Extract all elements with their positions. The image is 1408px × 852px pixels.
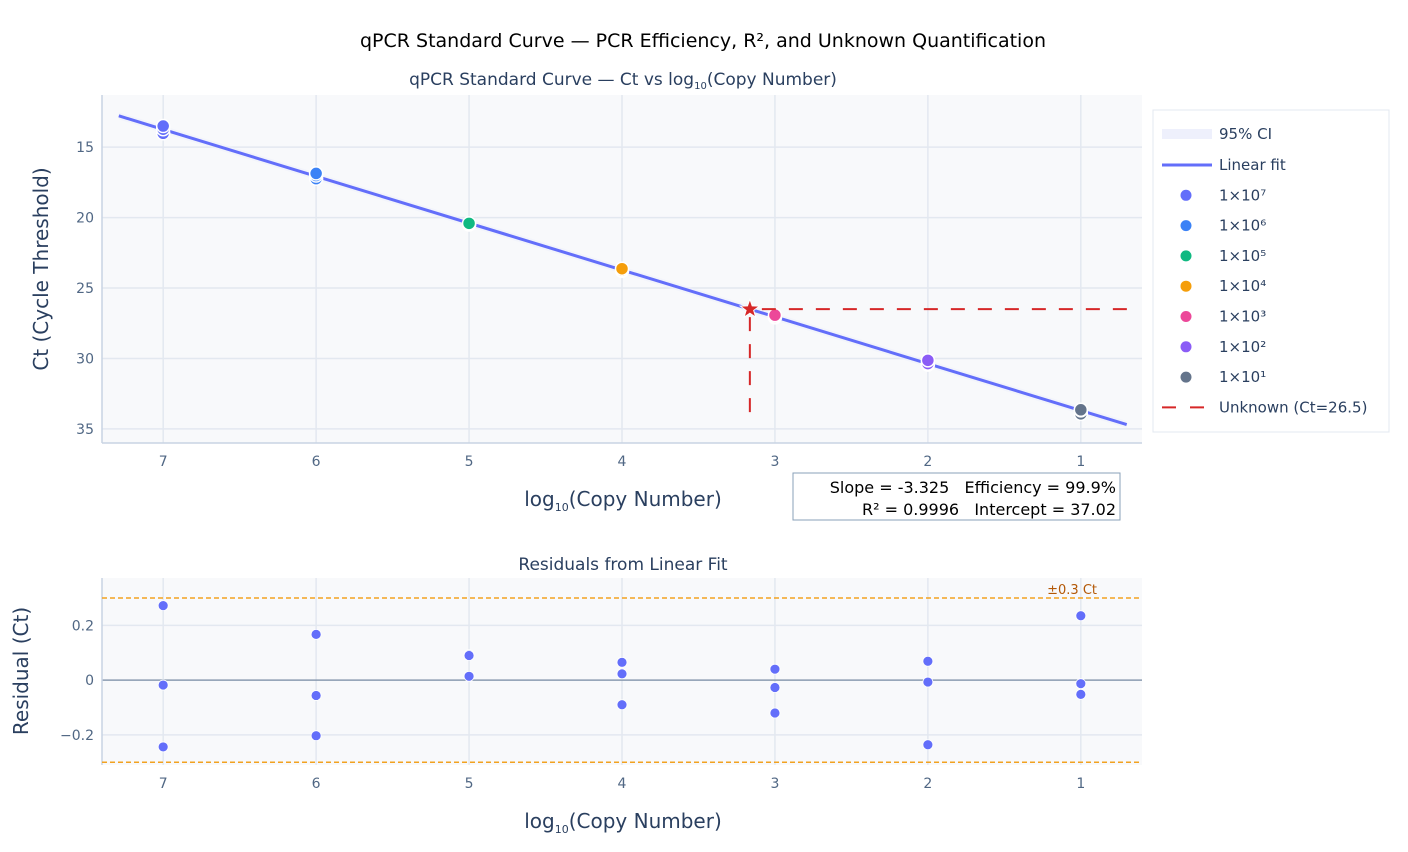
legend-fit-label: Linear fit bbox=[1219, 156, 1286, 174]
standard-point bbox=[920, 353, 936, 368]
residual-marks: ±0.3 Ct bbox=[102, 583, 1142, 764]
main-x-label-sub: 10 bbox=[555, 501, 569, 514]
residual-point bbox=[157, 741, 169, 753]
x-tick-label: 5 bbox=[465, 776, 474, 792]
x-tick-label: 4 bbox=[618, 776, 627, 792]
legend-ci-label: 95% CI bbox=[1219, 125, 1272, 143]
main-subtitle-end: (Copy Number) bbox=[707, 70, 837, 90]
legend-unknown-label: Unknown (Ct=26.5) bbox=[1219, 398, 1367, 416]
residual-point bbox=[769, 682, 781, 693]
x-tick-label: 1 bbox=[1076, 454, 1085, 470]
residual-point bbox=[310, 690, 322, 701]
x-tick-label: 7 bbox=[159, 454, 168, 470]
standard-point bbox=[308, 166, 324, 181]
stats-annotation: Slope = -3.325 Efficiency = 99.9% R² = 0… bbox=[792, 472, 1121, 521]
residual-point bbox=[616, 656, 628, 668]
residual-point bbox=[769, 663, 781, 675]
x-tick-label: 3 bbox=[770, 776, 779, 792]
residual-point bbox=[922, 739, 934, 751]
y-tick-label: −0.2 bbox=[60, 728, 94, 744]
y-tick-label: 20 bbox=[76, 211, 94, 227]
main-x-label-post: (Copy Number) bbox=[569, 487, 722, 511]
residual-point bbox=[616, 699, 628, 711]
y-tick-label: 25 bbox=[76, 281, 94, 297]
residual-y-label: Residual (Ct) bbox=[9, 607, 33, 735]
residual-point bbox=[157, 679, 169, 691]
residual-x-label-post: (Copy Number) bbox=[569, 809, 722, 833]
y-tick-label: 35 bbox=[76, 422, 94, 438]
legend-label: 1×10¹ bbox=[1219, 368, 1266, 386]
x-tick-label: 2 bbox=[923, 454, 932, 470]
residual-grid: 7 6 5 4 3 2 1 0.2 0 −0.2 bbox=[60, 578, 1142, 792]
standard-point bbox=[614, 261, 630, 276]
standard-point bbox=[1073, 402, 1089, 418]
x-tick-label: 5 bbox=[465, 454, 474, 470]
residual-point bbox=[1075, 688, 1087, 700]
residual-x-label-pre: log bbox=[524, 809, 555, 833]
residual-point bbox=[1075, 678, 1087, 690]
y-tick-label: 30 bbox=[76, 351, 94, 367]
main-grid: 7 6 5 4 3 2 1 15 20 25 30 35 bbox=[76, 95, 1142, 470]
threshold-label: ±0.3 Ct bbox=[1047, 583, 1097, 598]
residual-point bbox=[922, 676, 934, 688]
legend-marker bbox=[1180, 341, 1192, 353]
legend-marker bbox=[1180, 220, 1192, 232]
standard-point bbox=[155, 118, 171, 134]
residual-point bbox=[310, 629, 322, 640]
residual-point bbox=[463, 670, 475, 682]
standard-point bbox=[767, 307, 783, 323]
residual-point bbox=[310, 730, 322, 742]
legend-marker bbox=[1180, 311, 1192, 322]
main-subtitle: qPCR Standard Curve — Ct vs log10(Copy N… bbox=[409, 70, 837, 92]
legend: 95% CI Linear fit 1×10⁷ 1×10⁶ 1×10⁵ 1×10⁴ 1×10… bbox=[1152, 109, 1390, 433]
y-tick-label: 0.2 bbox=[72, 618, 94, 634]
x-tick-label: 2 bbox=[923, 776, 932, 792]
legend-marker bbox=[1180, 250, 1192, 262]
legend-label: 1×10⁶ bbox=[1219, 217, 1266, 235]
residual-x-label-sub: 10 bbox=[555, 823, 569, 836]
x-tick-label: 6 bbox=[312, 776, 321, 792]
main-x-label: log10(Copy Number) bbox=[524, 487, 722, 514]
x-tick-label: 7 bbox=[159, 776, 168, 792]
residual-point bbox=[922, 655, 934, 667]
residual-title: Residuals from Linear Fit bbox=[518, 555, 728, 575]
y-tick-label: 0 bbox=[85, 673, 94, 689]
legend-label: 1×10⁵ bbox=[1219, 247, 1266, 265]
legend-label: 1×10⁴ bbox=[1219, 277, 1266, 295]
main-subtitle-text: qPCR Standard Curve — Ct vs log bbox=[409, 70, 694, 90]
standard-point bbox=[461, 216, 477, 231]
residual-point bbox=[463, 650, 475, 661]
residual-x-label: log10(Copy Number) bbox=[524, 809, 722, 836]
legend-marker bbox=[1180, 371, 1192, 383]
x-tick-label: 6 bbox=[312, 454, 321, 470]
unknown-star-icon bbox=[738, 297, 761, 319]
legend-marker bbox=[1180, 280, 1192, 292]
figure-title: qPCR Standard Curve — PCR Efficiency, R²… bbox=[360, 30, 1046, 52]
stats-line-2: R² = 0.9996 Intercept = 37.02 bbox=[862, 500, 1116, 519]
residual-point bbox=[1075, 610, 1087, 622]
x-tick-label: 3 bbox=[770, 454, 779, 470]
legend-label: 1×10⁷ bbox=[1219, 186, 1266, 204]
residual-point bbox=[616, 668, 628, 680]
residual-point bbox=[769, 707, 781, 719]
legend-ci-swatch bbox=[1162, 129, 1212, 139]
y-tick-label: 15 bbox=[76, 140, 94, 156]
x-tick-label: 4 bbox=[618, 454, 627, 470]
main-marks bbox=[118, 112, 1130, 429]
x-tick-label: 1 bbox=[1076, 776, 1085, 792]
main-y-label: Ct (Cycle Threshold) bbox=[29, 167, 53, 370]
residual-point bbox=[157, 600, 169, 612]
legend-label: 1×10³ bbox=[1219, 308, 1266, 326]
main-subtitle-sub: 10 bbox=[694, 81, 707, 92]
main-x-label-pre: log bbox=[524, 487, 555, 511]
stats-line-1: Slope = -3.325 Efficiency = 99.9% bbox=[830, 478, 1116, 497]
legend-label: 1×10² bbox=[1219, 338, 1266, 356]
legend-marker bbox=[1180, 189, 1192, 201]
